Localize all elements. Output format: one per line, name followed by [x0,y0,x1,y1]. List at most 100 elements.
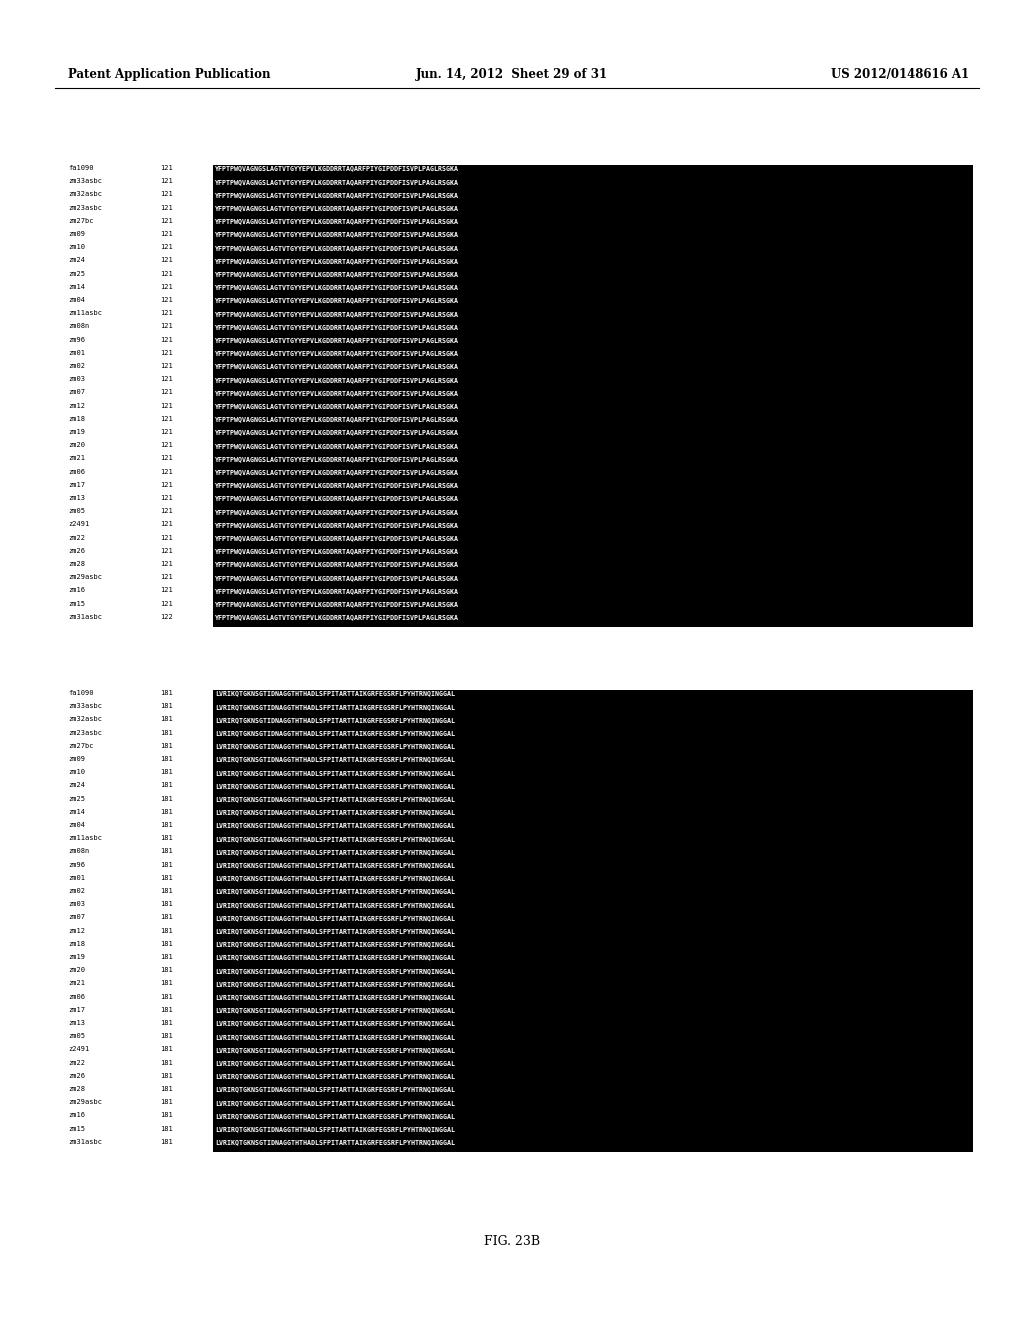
Bar [213,717,973,730]
Bar [213,1100,973,1113]
Text: zm06: zm06 [68,469,85,475]
Text: 121: 121 [160,310,173,317]
Text: YFPTPWQVAGNGSLAGTVTGYYEPVLKGDDRRTAQARFPIYGIPDDFISVPLPAGLRSGKA: YFPTPWQVAGNGSLAGTVTGYYEPVLKGDDRRTAQARFPI… [215,403,459,409]
Bar [213,836,973,849]
Bar [213,561,973,574]
Bar [213,284,973,297]
Text: YFPTPWQVAGNGSLAGTVTGYYEPVLKGDDRRTAQARFPIYGIPDDFISVPLPAGLRSGKA: YFPTPWQVAGNGSLAGTVTGYYEPVLKGDDRRTAQARFPI… [215,601,459,607]
Bar [213,941,973,954]
Bar [213,1073,973,1086]
Text: LVRIRQTGKNSGTIDNAGGTHTHADLSFPITARTTAIKGRFEGSRFLPYHTRNQINGGAL: LVRIRQTGKNSGTIDNAGGTHTHADLSFPITARTTAIKGR… [215,875,455,882]
Text: zm29asbc: zm29asbc [68,1100,102,1105]
Text: LVRIRQTGKNSGTIDNAGGTHTHADLSFPITARTTAIKGRFEGSRFLPYHTRNQINGGAL: LVRIRQTGKNSGTIDNAGGTHTHADLSFPITARTTAIKGR… [215,981,455,987]
Text: zm12: zm12 [68,928,85,933]
Text: LVRIRQTGKNSGTIDNAGGTHTHADLSFPITARTTAIKGRFEGSRFLPYHTRNQINGGAL: LVRIRQTGKNSGTIDNAGGTHTHADLSFPITARTTAIKGR… [215,1126,455,1133]
Text: zm18: zm18 [68,941,85,946]
Text: YFPTPWQVAGNGSLAGTVTGYYEPVLKGDDRRTAQARFPIYGIPDDFISVPLPAGLRSGKA: YFPTPWQVAGNGSLAGTVTGYYEPVLKGDDRRTAQARFPI… [215,337,459,343]
Text: LVRIRQTGKNSGTIDNAGGTHTHADLSFPITARTTAIKGRFEGSRFLPYHTRNQINGGAL: LVRIRQTGKNSGTIDNAGGTHTHADLSFPITARTTAIKGR… [215,928,455,935]
Bar [213,756,973,770]
Text: 181: 181 [160,928,173,933]
Text: 121: 121 [160,429,173,436]
Text: YFPTPWQVAGNGSLAGTVTGYYEPVLKGDDRRTAQARFPIYGIPDDFISVPLPAGLRSGKA: YFPTPWQVAGNGSLAGTVTGYYEPVLKGDDRRTAQARFPI… [215,495,459,502]
Text: zm20: zm20 [68,442,85,449]
Text: zm09: zm09 [68,231,85,238]
Text: zm33asbc: zm33asbc [68,704,102,709]
Text: LVRIRQTGKNSGTIDNAGGTHTHADLSFPITARTTAIKGRFEGSRFLPYHTRNQINGGAL: LVRIRQTGKNSGTIDNAGGTHTHADLSFPITARTTAIKGR… [215,1086,455,1093]
Text: zm11asbc: zm11asbc [68,310,102,317]
Text: LVRIRQTGKNSGTIDNAGGTHTHADLSFPITARTTAIKGRFEGSRFLPYHTRNQINGGAL: LVRIRQTGKNSGTIDNAGGTHTHADLSFPITARTTAIKGR… [215,902,455,908]
Bar [213,1113,973,1126]
Text: zm03: zm03 [68,376,85,383]
Text: 121: 121 [160,323,173,330]
Text: 181: 181 [160,1139,173,1144]
Text: 181: 181 [160,756,173,762]
Bar [213,165,973,178]
Text: LVRIRQTGKNSGTIDNAGGTHTHADLSFPITARTTAIKGRFEGSRFLPYHTRNQINGGAL: LVRIRQTGKNSGTIDNAGGTHTHADLSFPITARTTAIKGR… [215,836,455,842]
Text: LVRIKQTGKNSGTIDNAGGTHTHADLSFPITARTTAIKGRFEGSRFLPYHTRNQINGGAL: LVRIKQTGKNSGTIDNAGGTHTHADLSFPITARTTAIKGR… [215,690,455,697]
Text: 121: 121 [160,442,173,449]
Text: YFPTPWQVAGNGSLAGTVTGYYEPVLKGDDRRTAQARFPIYGIPDDFISVPLPAGLRSGKA: YFPTPWQVAGNGSLAGTVTGYYEPVLKGDDRRTAQARFPI… [215,310,459,317]
Bar [213,350,973,363]
Text: zm13: zm13 [68,495,85,502]
Text: zm26: zm26 [68,1073,85,1078]
Text: YFPTPWQVAGNGSLAGTVTGYYEPVLKGDDRRTAQARFPIYGIPDDFISVPLPAGLRSGKA: YFPTPWQVAGNGSLAGTVTGYYEPVLKGDDRRTAQARFPI… [215,535,459,541]
Bar [213,337,973,350]
Text: zm22: zm22 [68,1060,85,1065]
Bar [213,704,973,717]
Text: LVRIRQTGKNSGTIDNAGGTHTHADLSFPITARTTAIKGRFEGSRFLPYHTRNQINGGAL: LVRIRQTGKNSGTIDNAGGTHTHADLSFPITARTTAIKGR… [215,717,455,723]
Bar [213,954,973,968]
Text: 181: 181 [160,875,173,880]
Bar [213,1020,973,1034]
Text: YFPTPWQVAGNGSLAGTVTGYYEPVLKGDDRRTAQARFPIYGIPDDFISVPLPAGLRSGKA: YFPTPWQVAGNGSLAGTVTGYYEPVLKGDDRRTAQARFPI… [215,178,459,185]
Bar [213,888,973,902]
Text: 181: 181 [160,1034,173,1039]
Text: zm17: zm17 [68,482,85,488]
Bar [213,323,973,337]
Text: LVRIRQTGKNSGTIDNAGGTHTHADLSFPITARTTAIKGRFEGSRFLPYHTRNQINGGAL: LVRIRQTGKNSGTIDNAGGTHTHADLSFPITARTTAIKGR… [215,704,455,710]
Text: zm02: zm02 [68,888,85,894]
Bar [213,809,973,822]
Bar [213,1060,973,1073]
Bar [213,508,973,521]
Text: 121: 121 [160,350,173,356]
Text: zm96: zm96 [68,862,85,867]
Bar [213,244,973,257]
Text: LVRIRQTGKNSGTIDNAGGTHTHADLSFPITARTTAIKGRFEGSRFLPYHTRNQINGGAL: LVRIRQTGKNSGTIDNAGGTHTHADLSFPITARTTAIKGR… [215,796,455,803]
Text: 181: 181 [160,954,173,960]
Text: YFPTPWQVAGNGSLAGTVTGYYEPVLKGDDRRTAQARFPIYGIPDDFISVPLPAGLRSGKA: YFPTPWQVAGNGSLAGTVTGYYEPVLKGDDRRTAQARFPI… [215,587,459,594]
Text: LVRIRQTGKNSGTIDNAGGTHTHADLSFPITARTTAIKGRFEGSRFLPYHTRNQINGGAL: LVRIRQTGKNSGTIDNAGGTHTHADLSFPITARTTAIKGR… [215,743,455,750]
Text: YFPTPWQVAGNGSLAGTVTGYYEPVLKGDDRRTAQARFPIYGIPDDFISVPLPAGLRSGKA: YFPTPWQVAGNGSLAGTVTGYYEPVLKGDDRRTAQARFPI… [215,257,459,264]
Text: zm31asbc: zm31asbc [68,614,102,620]
Text: YFPTPWQVAGNGSLAGTVTGYYEPVLKGDDRRTAQARFPIYGIPDDFISVPLPAGLRSGKA: YFPTPWQVAGNGSLAGTVTGYYEPVLKGDDRRTAQARFPI… [215,389,459,396]
Text: zm32asbc: zm32asbc [68,191,102,198]
Bar [213,574,973,587]
Text: 121: 121 [160,403,173,409]
Bar [213,521,973,535]
Bar [213,297,973,310]
Text: LVRIRQTGKNSGTIDNAGGTHTHADLSFPITARTTAIKGRFEGSRFLPYHTRNQINGGAL: LVRIRQTGKNSGTIDNAGGTHTHADLSFPITARTTAIKGR… [215,1100,455,1106]
Text: 181: 181 [160,849,173,854]
Text: 181: 181 [160,1086,173,1092]
Text: YFPTPWQVAGNGSLAGTVTGYYEPVLKGDDRRTAQARFPIYGIPDDFISVPLPAGLRSGKA: YFPTPWQVAGNGSLAGTVTGYYEPVLKGDDRRTAQARFPI… [215,442,459,449]
Text: 121: 121 [160,495,173,502]
Text: 121: 121 [160,178,173,185]
Text: 121: 121 [160,469,173,475]
Text: zm04: zm04 [68,297,85,304]
Text: 121: 121 [160,416,173,422]
Text: 181: 181 [160,704,173,709]
Text: 121: 121 [160,191,173,198]
Bar [213,796,973,809]
Bar [213,310,973,323]
Text: 121: 121 [160,205,173,211]
Bar [213,981,973,994]
Text: zm07: zm07 [68,915,85,920]
Text: 181: 181 [160,1113,173,1118]
Text: Jun. 14, 2012  Sheet 29 of 31: Jun. 14, 2012 Sheet 29 of 31 [416,69,608,81]
Text: YFPTPWQVAGNGSLAGTVTGYYEPVLKGDDRRTAQARFPIYGIPDDFISVPLPAGLRSGKA: YFPTPWQVAGNGSLAGTVTGYYEPVLKGDDRRTAQARFPI… [215,191,459,198]
Bar [213,389,973,403]
Bar [213,994,973,1007]
Text: zm21: zm21 [68,981,85,986]
Bar [213,822,973,836]
Text: LVRIRQTGKNSGTIDNAGGTHTHADLSFPITARTTAIKGRFEGSRFLPYHTRNQINGGAL: LVRIRQTGKNSGTIDNAGGTHTHADLSFPITARTTAIKGR… [215,994,455,1001]
Text: zm27bc: zm27bc [68,743,93,748]
